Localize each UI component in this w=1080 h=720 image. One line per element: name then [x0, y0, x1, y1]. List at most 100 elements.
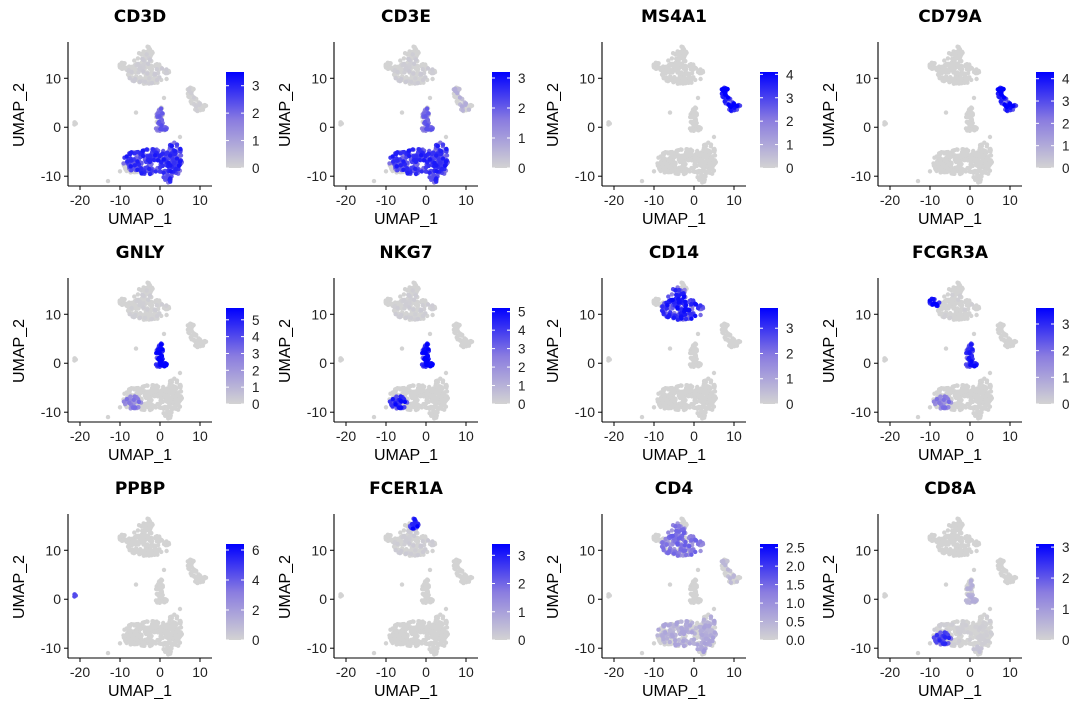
- cell-point: [399, 110, 405, 115]
- cell-point: [171, 405, 176, 410]
- cell-point: [393, 76, 398, 81]
- cell-point: [422, 355, 428, 361]
- cell-point: [439, 149, 444, 154]
- cell-point: [149, 316, 155, 322]
- cell-point: [411, 71, 416, 76]
- cell-point: [721, 324, 726, 329]
- cell-point: [427, 170, 432, 175]
- cell-point: [444, 146, 449, 152]
- cell-point: [427, 95, 433, 101]
- cell-point: [703, 160, 708, 165]
- cell-point: [164, 363, 169, 368]
- cell-point: [154, 61, 160, 67]
- colorbar-tick-label: 0: [1062, 161, 1070, 176]
- cell-point: [401, 297, 407, 303]
- y-tick-label: 0: [587, 355, 595, 371]
- cell-point: [148, 154, 153, 159]
- colorbar-tick-label: 2: [518, 101, 526, 116]
- cell-point: [437, 405, 442, 410]
- cell-point: [119, 302, 125, 307]
- cell-point: [157, 169, 163, 174]
- y-tick-label: -10: [575, 404, 595, 420]
- cell-point: [397, 78, 403, 84]
- cell-point: [401, 56, 407, 61]
- cell-point: [410, 383, 415, 388]
- cell-point: [137, 315, 143, 320]
- colorbar-tick-label: 0: [252, 397, 260, 412]
- cell-point: [976, 168, 981, 174]
- point-layer: [606, 280, 743, 421]
- cell-point: [145, 71, 150, 76]
- cell-point: [669, 77, 674, 83]
- cell-point: [383, 169, 389, 174]
- cell-point: [670, 169, 675, 174]
- cell-point: [174, 142, 180, 147]
- cell-point: [974, 162, 979, 167]
- cell-point: [700, 68, 705, 74]
- cell-point: [689, 158, 694, 163]
- colorbar: [1036, 72, 1054, 168]
- cell-point: [457, 95, 463, 100]
- cell-point: [408, 79, 414, 85]
- cell-point: [967, 169, 972, 174]
- y-tick-label: -10: [41, 168, 61, 184]
- cell-point: [141, 301, 146, 306]
- cell-point: [430, 363, 435, 368]
- cell-point: [144, 52, 149, 57]
- cell-point: [177, 370, 183, 376]
- cell-point: [168, 169, 173, 174]
- cell-point: [735, 103, 740, 109]
- cell-point: [174, 397, 180, 402]
- cell-point: [193, 104, 199, 109]
- cell-point: [416, 147, 422, 152]
- cell-point: [187, 86, 192, 92]
- cell-point: [402, 287, 408, 292]
- cell-point: [385, 296, 390, 301]
- cell-point: [402, 399, 408, 405]
- plot-title: NKG7: [379, 243, 432, 263]
- cell-point: [426, 347, 431, 352]
- cell-point: [427, 157, 432, 162]
- cell-point: [420, 298, 426, 303]
- cell-point: [156, 119, 162, 125]
- cell-point: [944, 74, 949, 79]
- cell-point: [699, 173, 705, 178]
- cell-point: [693, 152, 698, 157]
- cell-point: [463, 101, 469, 106]
- cell-point: [467, 339, 472, 344]
- x-tick-label: 0: [156, 428, 164, 444]
- cell-point: [423, 153, 428, 159]
- cell-point: [402, 51, 408, 56]
- cell-point: [669, 149, 675, 155]
- x-tick-label: 10: [726, 428, 742, 444]
- cell-point: [691, 165, 697, 170]
- cell-point: [413, 293, 419, 298]
- plot-title: CD3D: [114, 7, 167, 27]
- cell-point: [725, 322, 730, 328]
- cell-point: [690, 76, 695, 81]
- cell-point: [689, 80, 694, 85]
- cell-point: [425, 396, 430, 401]
- cell-point: [395, 305, 400, 311]
- cell-point: [945, 77, 950, 83]
- cell-point: [659, 65, 664, 70]
- cell-point: [127, 400, 132, 406]
- x-tick-label: 10: [1002, 192, 1018, 208]
- cell-point: [140, 148, 146, 153]
- cell-point: [197, 101, 203, 106]
- cell-point: [675, 70, 680, 75]
- cell-point: [951, 168, 956, 173]
- cell-point: [159, 302, 165, 307]
- cell-point: [420, 61, 426, 67]
- cell-point: [691, 405, 696, 410]
- cell-point: [957, 171, 963, 177]
- cell-point: [693, 123, 698, 128]
- cell-point: [176, 163, 182, 168]
- cell-point: [153, 389, 158, 394]
- cell-point: [958, 72, 963, 77]
- cell-point: [426, 111, 431, 116]
- cell-point: [984, 142, 990, 147]
